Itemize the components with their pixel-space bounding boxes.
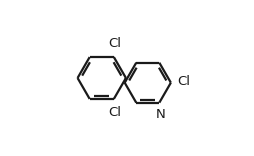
Text: Cl: Cl [108,106,121,119]
Text: Cl: Cl [177,75,189,88]
Text: Cl: Cl [108,37,121,50]
Text: N: N [155,108,165,121]
